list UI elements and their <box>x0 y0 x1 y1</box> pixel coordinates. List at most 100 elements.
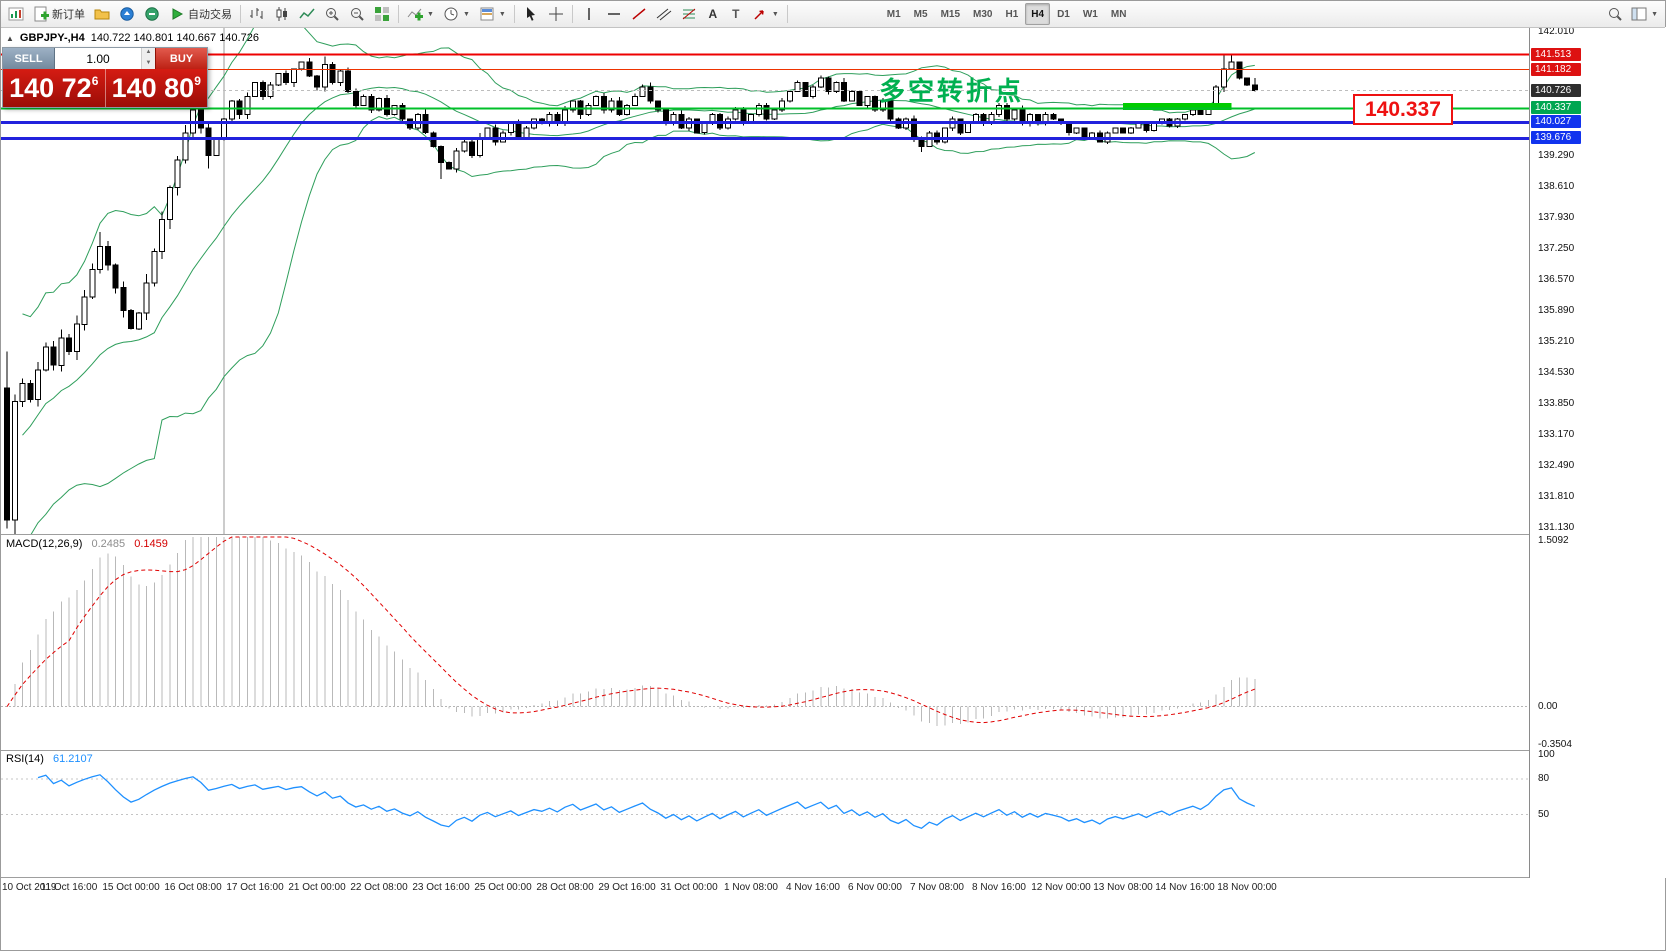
price-chart[interactable] <box>1 27 1529 534</box>
fibonacci-tool-button[interactable] <box>677 3 701 25</box>
volume-up-button[interactable]: ▲ <box>142 48 155 59</box>
macd-main-value: 0.2485 <box>91 538 126 550</box>
indicators-button[interactable]: ▼ <box>403 3 438 25</box>
price-level-callout: 140.337 <box>1353 94 1453 125</box>
panels-icon <box>1631 7 1647 21</box>
price-tick: 142.010 <box>1538 26 1575 38</box>
candles-chart-icon <box>276 7 287 21</box>
trendline-tool-button[interactable] <box>627 3 651 25</box>
time-label: 29 Oct 16:00 <box>598 882 656 893</box>
chart-bars-button[interactable] <box>245 3 269 25</box>
timeframe-d1-button[interactable]: D1 <box>1051 3 1076 25</box>
toolbar-separator <box>571 5 573 23</box>
sell-button[interactable]: SELL <box>3 48 55 69</box>
arrows-tool-button[interactable]: ▼ <box>748 3 783 25</box>
market-watch-icon <box>120 7 134 21</box>
price-tick: 136.570 <box>1538 273 1575 285</box>
macd-scale-tick: 0.00 <box>1538 700 1558 712</box>
zoom-out-icon <box>351 8 364 21</box>
time-axis-separator <box>1 877 1666 878</box>
time-label: 4 Nov 16:00 <box>786 882 840 893</box>
channel-tool-button[interactable] <box>652 3 676 25</box>
chart-line-button[interactable] <box>295 3 319 25</box>
timeframe-m15-button[interactable]: M15 <box>935 3 966 25</box>
price-tick: 132.490 <box>1538 459 1575 471</box>
rsi-panel[interactable] <box>1 751 1529 877</box>
main-toolbar: 新订单 自动交易 ▼ ▼ ▼ <box>1 1 1665 28</box>
rsi-value: 61.2107 <box>52 753 93 765</box>
time-label: 23 Oct 16:00 <box>412 882 470 893</box>
zoom-in-icon <box>326 8 339 21</box>
buy-button[interactable]: BUY <box>155 48 207 69</box>
vertical-line-tool-button[interactable] <box>577 3 601 25</box>
tile-windows-button[interactable] <box>370 3 394 25</box>
navigator-button[interactable] <box>140 3 164 25</box>
auto-trade-button[interactable]: 自动交易 <box>165 3 236 25</box>
search-button[interactable] <box>1603 3 1627 25</box>
rsi-header: RSI(14) 61.2107 <box>6 753 93 765</box>
time-label: 14 Nov 16:00 <box>1155 882 1215 893</box>
timeframe-h4-button[interactable]: H4 <box>1025 3 1051 25</box>
price-scale[interactable]: 142.010 139.290 138.610 137.930 137.250 136.5… <box>1530 26 1666 878</box>
new-chart-button[interactable] <box>4 3 28 25</box>
symbol-name: GBPJPY-,H4 <box>19 32 85 44</box>
new-order-label: 新订单 <box>52 9 85 21</box>
price-tick: 134.530 <box>1538 366 1575 378</box>
chart-candles-button[interactable] <box>270 3 294 25</box>
ohlc-values: 140.722 140.801 140.667 140.726 <box>90 32 259 44</box>
price-tick: 137.250 <box>1538 242 1575 254</box>
new-order-button[interactable]: 新订单 <box>29 3 89 25</box>
periods-button[interactable]: ▼ <box>439 3 474 25</box>
horizontal-line-tool-button[interactable] <box>602 3 626 25</box>
buy-price: 140 80 <box>111 72 195 103</box>
collapse-panel-icon[interactable]: ▲ <box>6 33 14 43</box>
sell-price-button[interactable]: 140 72 6 <box>3 69 106 107</box>
line-chart-icon <box>299 8 315 19</box>
macd-panel[interactable] <box>1 535 1529 750</box>
text-tool-button[interactable]: A <box>702 3 724 25</box>
indicators-icon <box>407 8 423 21</box>
toolbar-separator <box>240 5 241 23</box>
dropdown-arrow-icon: ▼ <box>1651 10 1658 18</box>
timeframe-m30-button[interactable]: M30 <box>967 3 998 25</box>
macd-label: MACD(12,26,9) <box>6 538 83 550</box>
templates-button[interactable]: ▼ <box>475 3 510 25</box>
timeframe-w1-button[interactable]: W1 <box>1077 3 1104 25</box>
price-tick: 139.290 <box>1538 150 1575 161</box>
price-tick: 133.850 <box>1538 397 1575 409</box>
panels-button[interactable]: ▼ <box>1627 3 1662 25</box>
buy-price-button[interactable]: 140 80 9 <box>105 69 207 107</box>
macd-scale-tick: 1.5092 <box>1538 535 1569 546</box>
timeframe-h1-button[interactable]: H1 <box>999 3 1024 25</box>
volume-input[interactable] <box>55 48 141 69</box>
time-label: 13 Nov 08:00 <box>1093 882 1153 893</box>
timeframe-m1-button[interactable]: M1 <box>881 3 907 25</box>
history-center-button[interactable] <box>90 3 114 25</box>
time-axis[interactable]: 10 Oct 2019 11 Oct 16:00 15 Oct 00:00 16 Oc… <box>1 878 1529 900</box>
toolbar-separator <box>786 5 788 23</box>
new-order-icon <box>34 6 49 22</box>
timeframe-mn-button[interactable]: MN <box>1105 3 1133 25</box>
time-label: 17 Oct 16:00 <box>226 882 284 893</box>
zoom-out-button[interactable] <box>345 3 369 25</box>
time-label: 1 Nov 08:00 <box>724 882 778 893</box>
market-watch-button[interactable] <box>115 3 139 25</box>
panel-separator[interactable] <box>1 750 1666 751</box>
timeframe-m5-button[interactable]: M5 <box>908 3 934 25</box>
volume-down-button[interactable]: ▼ <box>142 58 155 69</box>
price-tick: 133.170 <box>1538 428 1575 440</box>
tile-windows-icon <box>375 7 389 21</box>
trendline-icon <box>632 8 646 20</box>
cursor-button[interactable] <box>519 3 543 25</box>
price-scale-border <box>1529 27 1530 878</box>
auto-trade-icon <box>172 8 184 20</box>
auto-trade-label: 自动交易 <box>188 9 232 21</box>
crosshair-button[interactable] <box>544 3 568 25</box>
panel-separator[interactable] <box>1 534 1666 535</box>
zoom-in-button[interactable] <box>320 3 344 25</box>
sell-price-pipette: 6 <box>91 74 99 88</box>
history-center-icon <box>94 9 110 20</box>
label-tool-button[interactable]: T <box>725 3 747 25</box>
time-label: 15 Oct 00:00 <box>102 882 160 893</box>
